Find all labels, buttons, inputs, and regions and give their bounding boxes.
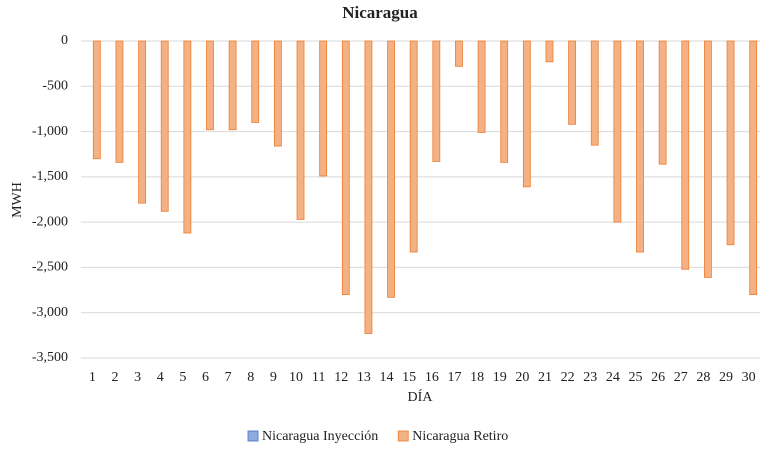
x-tick-label: 26 bbox=[651, 370, 665, 385]
bar bbox=[273, 40, 282, 147]
x-tick-label: 2 bbox=[111, 370, 118, 385]
legend-swatch bbox=[397, 430, 409, 442]
y-tick-label: 0 bbox=[61, 33, 68, 48]
bar bbox=[500, 40, 509, 163]
x-tick-label: 17 bbox=[447, 370, 461, 385]
x-tick-label: 4 bbox=[157, 370, 164, 385]
bar bbox=[341, 40, 350, 296]
x-tick-label: 20 bbox=[515, 370, 529, 385]
x-tick-label: 11 bbox=[312, 370, 325, 385]
x-tick-label: 7 bbox=[225, 370, 232, 385]
y-tick-label: -3,000 bbox=[32, 305, 68, 320]
bar bbox=[636, 40, 644, 253]
bar bbox=[432, 40, 441, 162]
x-tick-label: 29 bbox=[719, 370, 733, 385]
bar bbox=[364, 40, 373, 334]
bar bbox=[319, 40, 328, 177]
legend-label: Nicaragua Retiro bbox=[412, 429, 508, 444]
bar bbox=[455, 40, 463, 67]
y-tick-label: -500 bbox=[42, 79, 68, 94]
bar bbox=[183, 40, 192, 234]
x-tick-label: 13 bbox=[357, 370, 371, 385]
x-tick-label: 23 bbox=[583, 370, 597, 385]
bar bbox=[160, 40, 169, 212]
x-axis-title: DÍA bbox=[408, 388, 434, 405]
x-tick-label: 6 bbox=[202, 370, 209, 385]
y-tick-label: -1,500 bbox=[32, 169, 68, 184]
legend-swatch bbox=[247, 430, 259, 442]
x-tick-label: 27 bbox=[674, 370, 688, 385]
bar bbox=[387, 40, 395, 298]
bar bbox=[138, 40, 146, 204]
bar bbox=[681, 40, 690, 270]
bar bbox=[206, 40, 214, 131]
x-tick-label: 1 bbox=[89, 370, 96, 385]
x-tick-label: 9 bbox=[270, 370, 277, 385]
x-tick-label: 18 bbox=[470, 370, 484, 385]
y-tick-label: -1,000 bbox=[32, 124, 68, 139]
bar bbox=[115, 40, 124, 163]
x-tick-label: 10 bbox=[289, 370, 303, 385]
bar bbox=[726, 40, 735, 246]
x-tick-label: 15 bbox=[402, 370, 416, 385]
y-tick-label: -2,500 bbox=[32, 260, 68, 275]
bar bbox=[409, 40, 418, 253]
x-tick-label: 3 bbox=[134, 370, 141, 385]
x-tick-label: 24 bbox=[606, 370, 620, 385]
x-tick-label: 21 bbox=[538, 370, 552, 385]
x-tick-label: 25 bbox=[629, 370, 643, 385]
bar bbox=[228, 40, 237, 131]
y-tick-label: -3,500 bbox=[32, 350, 68, 365]
bar bbox=[749, 40, 758, 296]
y-axis-title: MWH bbox=[10, 182, 25, 218]
bar bbox=[613, 40, 622, 223]
bar bbox=[590, 40, 599, 146]
x-tick-label: 12 bbox=[334, 370, 348, 385]
bar bbox=[704, 40, 712, 278]
x-tick-label: 16 bbox=[425, 370, 439, 385]
bar bbox=[251, 40, 260, 123]
bar bbox=[545, 40, 554, 63]
x-tick-label: 28 bbox=[696, 370, 710, 385]
bar bbox=[568, 40, 577, 125]
bar bbox=[92, 40, 101, 160]
bar bbox=[658, 40, 667, 165]
bar bbox=[296, 40, 305, 220]
bar bbox=[477, 40, 486, 133]
x-tick-label: 22 bbox=[561, 370, 575, 385]
x-tick-label: 5 bbox=[179, 370, 186, 385]
y-tick-label: -2,000 bbox=[32, 214, 68, 229]
bar bbox=[522, 40, 531, 188]
x-tick-label: 14 bbox=[380, 370, 394, 385]
x-tick-label: 30 bbox=[742, 370, 756, 385]
x-tick-label: 19 bbox=[493, 370, 507, 385]
chart-title: Nicaragua bbox=[342, 3, 418, 22]
legend-label: Nicaragua Inyección bbox=[262, 429, 378, 444]
x-tick-label: 8 bbox=[247, 370, 254, 385]
